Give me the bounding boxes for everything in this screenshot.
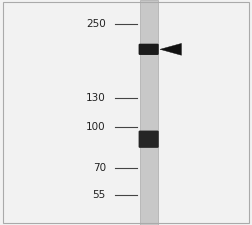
Text: 70: 70 [93,162,106,173]
Polygon shape [160,43,181,55]
Text: 250: 250 [86,19,106,29]
FancyBboxPatch shape [139,44,159,55]
Text: 100: 100 [86,122,106,132]
Text: 130: 130 [86,93,106,103]
Bar [140,0,158,225]
Text: 55: 55 [92,190,106,200]
FancyBboxPatch shape [139,130,159,148]
